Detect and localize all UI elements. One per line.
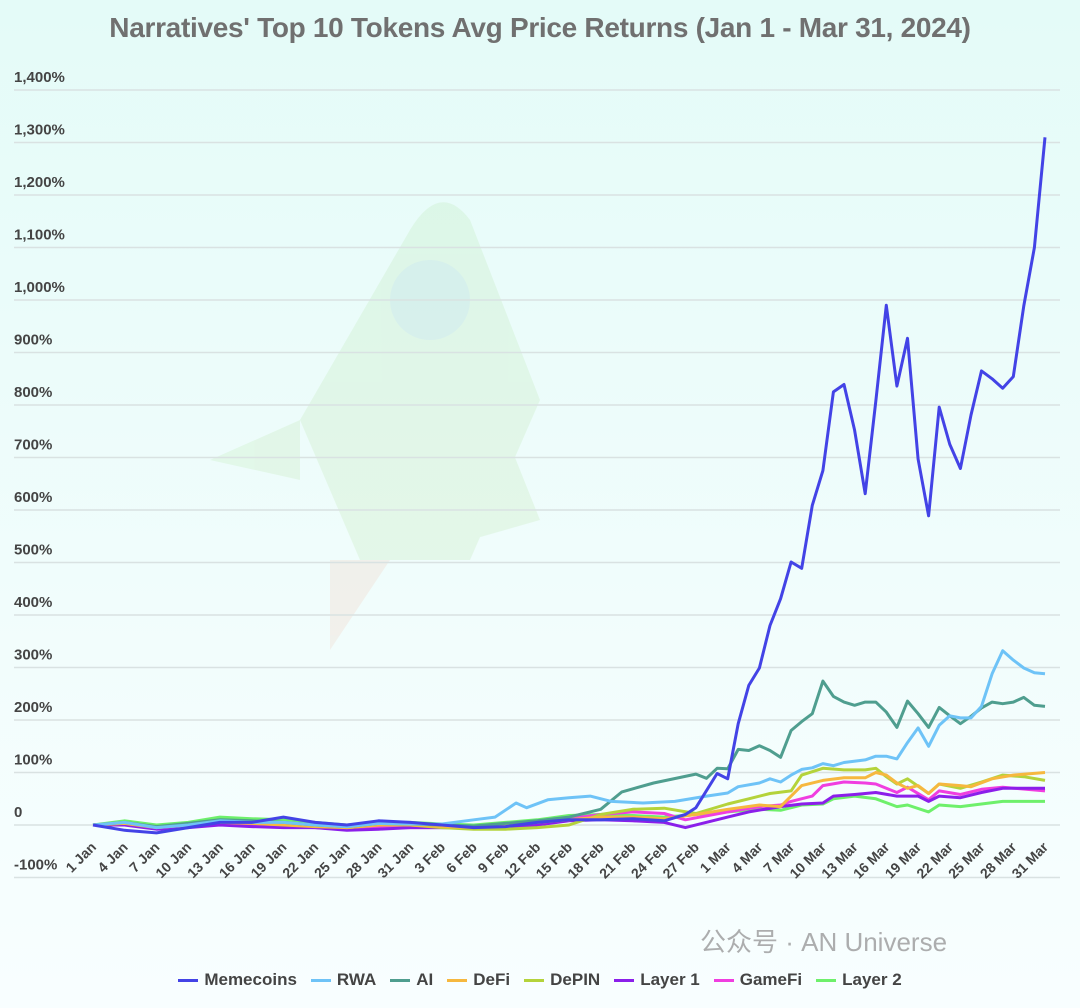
y-tick-label: 1,400% xyxy=(14,69,65,86)
legend-swatch xyxy=(816,978,837,982)
x-tick-label: 31 Jan xyxy=(374,839,416,881)
y-tick-label: 200% xyxy=(14,699,52,716)
y-tick-label: 100% xyxy=(14,752,52,769)
y-axis: -100% 0 100% 200% 300% 400% 500% 600% 700% 800% 90… xyxy=(14,69,65,874)
legend-label: Layer 2 xyxy=(842,970,902,989)
x-tick-label: 3 Feb xyxy=(411,839,448,876)
series-line-layer-2 xyxy=(92,794,1045,827)
grid-lines xyxy=(14,89,1060,879)
legend-swatch xyxy=(178,978,199,982)
chart-title: Narratives' Top 10 Tokens Avg Price Retu… xyxy=(109,12,971,43)
legend-swatch xyxy=(713,978,734,982)
y-tick-label: 1,300% xyxy=(14,122,65,139)
legend-item[interactable]: DePIN xyxy=(524,970,600,990)
y-tick-label: 0 xyxy=(14,804,22,821)
series-line-rwa xyxy=(92,649,1046,830)
legend-label: AI xyxy=(416,970,434,989)
legend: Memecoins RWA AI DeFi DePIN Layer 1 GameFi Laye… xyxy=(0,970,1080,990)
legend-swatch xyxy=(614,978,635,982)
legend-item[interactable]: Layer 2 xyxy=(816,970,902,990)
y-tick-label: 500% xyxy=(14,542,52,559)
legend-item[interactable]: RWA xyxy=(310,970,377,990)
legend-label: GameFi xyxy=(739,970,803,989)
y-tick-label: 800% xyxy=(14,384,52,401)
series-line-memecoins xyxy=(92,137,1047,835)
watermark: 公众号 · AN Universe xyxy=(700,927,948,957)
y-tick-label: 600% xyxy=(14,489,52,506)
y-tick-label: 900% xyxy=(14,332,52,349)
legend-label: DeFi xyxy=(473,970,511,989)
x-tick-label: 4 Mar xyxy=(728,838,766,876)
x-tick-label: 1 Jan xyxy=(62,839,99,876)
legend-swatch xyxy=(447,978,468,982)
legend-label: RWA xyxy=(336,970,377,989)
x-tick-label: 31 Mar xyxy=(1008,838,1051,881)
legend-swatch xyxy=(390,978,411,982)
y-tick-label: -100% xyxy=(14,857,57,874)
legend-item[interactable]: Layer 1 xyxy=(614,970,700,990)
series-lines xyxy=(92,137,1047,835)
x-tick-label: 27 Feb xyxy=(659,839,702,882)
legend-item[interactable]: GameFi xyxy=(713,970,803,990)
legend-label: Memecoins xyxy=(204,970,297,989)
series-line-layer-1 xyxy=(93,786,1045,832)
legend-item[interactable]: Memecoins xyxy=(178,970,297,990)
y-tick-label: 1,200% xyxy=(14,174,65,191)
legend-label: Layer 1 xyxy=(640,970,700,989)
legend-swatch xyxy=(310,978,331,982)
y-tick-label: 1,000% xyxy=(14,279,65,296)
y-tick-label: 700% xyxy=(14,437,52,454)
legend-swatch xyxy=(524,978,545,982)
series-line-defi xyxy=(92,771,1046,830)
x-tick-label: 1 Mar xyxy=(697,838,735,876)
legend-item[interactable]: AI xyxy=(390,970,433,990)
legend-label: DePIN xyxy=(550,970,601,989)
y-tick-label: 300% xyxy=(14,647,52,664)
x-tick-label: 6 Feb xyxy=(443,839,480,876)
x-tick-label: 4 Jan xyxy=(94,839,131,876)
legend-item[interactable]: DeFi xyxy=(447,970,510,990)
y-tick-label: 1,100% xyxy=(14,227,65,244)
rocket-watermark xyxy=(210,202,540,650)
y-tick-label: 400% xyxy=(14,594,52,611)
